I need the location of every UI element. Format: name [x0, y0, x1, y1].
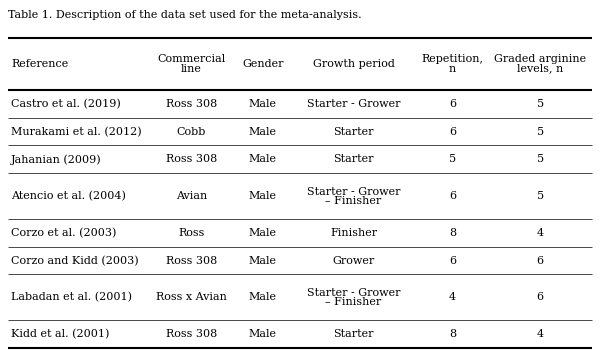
- Text: levels, n: levels, n: [517, 64, 563, 73]
- Text: Starter: Starter: [333, 329, 374, 339]
- Text: – Finisher: – Finisher: [325, 196, 382, 206]
- Text: Starter: Starter: [333, 154, 374, 164]
- Text: Corzo et al. (2003): Corzo et al. (2003): [11, 228, 116, 238]
- Text: Male: Male: [248, 191, 277, 201]
- Text: Castro et al. (2019): Castro et al. (2019): [11, 99, 121, 109]
- Text: 8: 8: [449, 329, 456, 339]
- Text: Ross 308: Ross 308: [166, 99, 217, 109]
- Text: Male: Male: [248, 256, 277, 266]
- Text: Labadan et al. (2001): Labadan et al. (2001): [11, 292, 132, 302]
- Text: Murakami et al. (2012): Murakami et al. (2012): [11, 126, 142, 137]
- Text: Grower: Grower: [332, 256, 374, 266]
- Text: 5: 5: [536, 154, 544, 164]
- Text: n: n: [449, 64, 456, 73]
- Text: Corzo and Kidd (2003): Corzo and Kidd (2003): [11, 256, 139, 266]
- Text: 6: 6: [449, 99, 456, 109]
- Text: Cobb: Cobb: [176, 127, 206, 137]
- Text: Ross 308: Ross 308: [166, 256, 217, 266]
- Text: Ross 308: Ross 308: [166, 329, 217, 339]
- Text: 6: 6: [536, 293, 544, 302]
- Text: Kidd et al. (2001): Kidd et al. (2001): [11, 329, 109, 339]
- Text: Starter: Starter: [333, 127, 374, 137]
- Text: Male: Male: [248, 99, 277, 109]
- Text: Male: Male: [248, 329, 277, 339]
- Text: 6: 6: [536, 256, 544, 266]
- Text: Gender: Gender: [242, 59, 283, 69]
- Text: 8: 8: [449, 228, 456, 238]
- Text: Table 1. Description of the data set used for the meta-analysis.: Table 1. Description of the data set use…: [8, 10, 362, 20]
- Text: 6: 6: [449, 256, 456, 266]
- Text: 5: 5: [536, 127, 544, 137]
- Text: Male: Male: [248, 293, 277, 302]
- Text: Growth period: Growth period: [313, 59, 394, 69]
- Text: – Finisher: – Finisher: [325, 297, 382, 307]
- Text: 4: 4: [536, 329, 544, 339]
- Text: Reference: Reference: [11, 59, 68, 69]
- Text: 5: 5: [536, 99, 544, 109]
- Text: Graded arginine: Graded arginine: [494, 55, 586, 65]
- Text: 4: 4: [449, 293, 456, 302]
- Text: 6: 6: [449, 191, 456, 201]
- Text: Starter - Grower: Starter - Grower: [307, 288, 400, 298]
- Text: 4: 4: [536, 228, 544, 238]
- Text: Avian: Avian: [176, 191, 207, 201]
- Text: Ross 308: Ross 308: [166, 154, 217, 164]
- Text: 5: 5: [449, 154, 456, 164]
- Text: Atencio et al. (2004): Atencio et al. (2004): [11, 191, 126, 201]
- Text: Repetition,: Repetition,: [421, 55, 484, 65]
- Text: Starter - Grower: Starter - Grower: [307, 187, 400, 197]
- Text: Male: Male: [248, 127, 277, 137]
- Text: line: line: [181, 64, 202, 73]
- Text: Male: Male: [248, 228, 277, 238]
- Text: 6: 6: [449, 127, 456, 137]
- Text: Finisher: Finisher: [330, 228, 377, 238]
- Text: Jahanian (2009): Jahanian (2009): [11, 154, 101, 165]
- Text: Ross x Avian: Ross x Avian: [156, 293, 227, 302]
- Text: Commercial: Commercial: [157, 55, 226, 65]
- Text: 5: 5: [536, 191, 544, 201]
- Text: Male: Male: [248, 154, 277, 164]
- Text: Starter - Grower: Starter - Grower: [307, 99, 400, 109]
- Text: Ross: Ross: [178, 228, 205, 238]
